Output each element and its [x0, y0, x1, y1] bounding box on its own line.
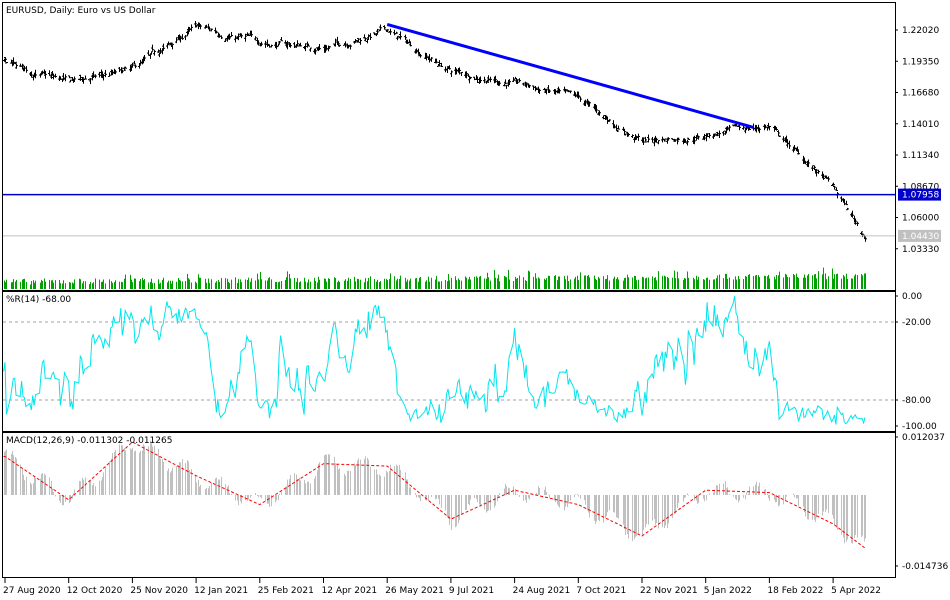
- wpr-tick-label: -80.00: [902, 396, 931, 406]
- x-tick-label: 12 Apr 2021: [322, 586, 378, 596]
- price-tick-label: 1.16680: [902, 89, 939, 99]
- volume-bars: [4, 267, 866, 289]
- price-tick-label: 1.11340: [902, 151, 939, 161]
- price-panel-frame: [2, 2, 896, 291]
- wpr-line: [3, 295, 866, 425]
- wpr-panel-frame: [2, 291, 896, 432]
- macd-signal-line: [3, 441, 866, 549]
- wpr-tick-label: 0.00: [902, 292, 922, 302]
- x-tick-label: 24 Aug 2021: [513, 586, 571, 596]
- current-price-tag: [898, 229, 941, 242]
- x-tick-label: 18 Feb 2022: [767, 586, 823, 596]
- price-bars: [3, 21, 867, 242]
- wpr-label: %R(14) -68.00: [6, 295, 71, 305]
- current-price-tag-label: 1.04430: [902, 232, 939, 242]
- price-tick-label: 1.14010: [902, 120, 939, 130]
- support-line-tag: [898, 188, 941, 201]
- trendline[interactable]: [386, 22, 754, 129]
- x-tick-label: 22 Nov 2021: [640, 586, 698, 596]
- price-tick-label: 1.08670: [902, 182, 939, 192]
- wpr-indicator: [3, 295, 895, 425]
- x-tick-label: 26 May 2021: [385, 586, 444, 596]
- price-tick-label: 1.03330: [902, 245, 939, 255]
- wpr-tick-label: -20.00: [902, 318, 931, 328]
- x-tick-label: 12 Oct 2020: [67, 586, 123, 596]
- macd-tick-label: -0.014736: [902, 562, 948, 572]
- price-tick-label: 1.22020: [902, 26, 939, 36]
- x-tick-label: 9 Jul 2021: [449, 586, 494, 596]
- macd-tick-label: 0.012037: [902, 433, 945, 443]
- y-axis: 1.22020 1.19350 1.16680 1.14010 1.11340 1.086…: [895, 26, 948, 572]
- x-tick-label: 25 Feb 2021: [258, 586, 314, 596]
- x-tick-label: 27 Aug 2020: [3, 586, 61, 596]
- x-tick-label: 25 Nov 2020: [130, 586, 188, 596]
- wpr-tick-label: -100.00: [902, 422, 937, 432]
- support-line-tag-label: 1.07958: [902, 191, 939, 201]
- price-tick-label: 1.19350: [902, 57, 939, 67]
- x-tick-label: 5 Apr 2022: [831, 586, 881, 596]
- x-tick-label: 7 Oct 2021: [576, 586, 626, 596]
- price-overlays: [3, 22, 895, 237]
- macd-indicator: [3, 440, 866, 549]
- chart-title: EURUSD, Daily: Euro vs US Dollar: [6, 6, 156, 16]
- price-tick-label: 1.06000: [902, 214, 939, 224]
- x-tick-label: 12 Jan 2021: [194, 586, 248, 596]
- macd-label: MACD(12,26,9) -0.011302 -0.011265: [6, 436, 172, 446]
- x-axis: 27 Aug 2020 12 Oct 2020 25 Nov 2020 12 Jan …: [3, 578, 881, 596]
- x-tick-label: 5 Jan 2022: [704, 586, 752, 596]
